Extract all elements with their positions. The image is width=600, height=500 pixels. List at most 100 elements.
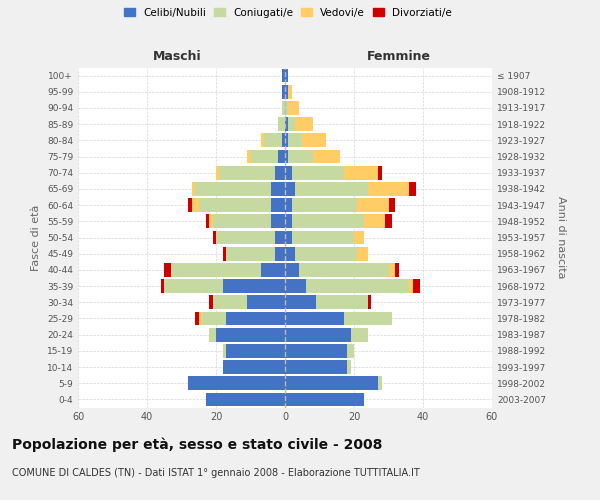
Bar (347, 344, 354, 358)
Bar (347, 360, 350, 374)
Bar (378, 166, 382, 179)
Bar (199, 198, 271, 212)
Bar (196, 312, 199, 326)
Bar (209, 296, 212, 309)
Bar (281, 101, 285, 115)
Bar (285, 279, 306, 293)
Bar (281, 134, 285, 147)
Bar (261, 263, 285, 277)
Bar (285, 230, 292, 244)
Bar (285, 360, 347, 374)
Bar (164, 279, 223, 293)
Bar (223, 344, 226, 358)
Bar (354, 230, 364, 244)
Bar (216, 230, 275, 244)
Bar (271, 182, 285, 196)
Bar (358, 247, 368, 260)
Bar (247, 296, 285, 309)
Bar (285, 392, 364, 406)
Bar (199, 312, 202, 326)
Bar (285, 68, 289, 82)
Y-axis label: Fasce di età: Fasce di età (31, 204, 41, 270)
Bar (196, 182, 271, 196)
Bar (271, 198, 285, 212)
Bar (164, 263, 171, 277)
Bar (223, 247, 226, 260)
Bar (350, 328, 368, 342)
Text: Maschi: Maschi (152, 50, 202, 62)
Bar (285, 214, 292, 228)
Bar (247, 150, 251, 164)
Bar (368, 296, 371, 309)
Bar (389, 263, 395, 277)
Bar (289, 118, 295, 131)
Bar (223, 279, 285, 293)
Bar (292, 214, 364, 228)
Bar (192, 182, 196, 196)
Bar (344, 166, 378, 179)
Bar (316, 296, 368, 309)
Bar (212, 296, 247, 309)
Bar (285, 118, 289, 131)
Bar (409, 182, 416, 196)
Bar (302, 134, 326, 147)
Bar (209, 328, 216, 342)
Bar (285, 312, 344, 326)
Bar (285, 247, 295, 260)
Bar (385, 214, 392, 228)
Bar (285, 166, 292, 179)
Bar (281, 68, 285, 82)
Bar (226, 247, 275, 260)
Bar (295, 118, 313, 131)
Bar (226, 312, 285, 326)
Bar (285, 150, 289, 164)
Bar (292, 198, 358, 212)
Bar (206, 214, 209, 228)
Y-axis label: Anni di nascita: Anni di nascita (556, 196, 566, 279)
Bar (285, 296, 316, 309)
Bar (285, 182, 295, 196)
Bar (212, 214, 271, 228)
Bar (188, 198, 192, 212)
Bar (292, 230, 354, 244)
Bar (413, 279, 419, 293)
Bar (278, 118, 285, 131)
Bar (278, 150, 285, 164)
Bar (295, 182, 368, 196)
Bar (378, 376, 382, 390)
Bar (289, 85, 292, 98)
Bar (368, 182, 409, 196)
Bar (409, 279, 413, 293)
Bar (299, 263, 389, 277)
Bar (389, 198, 395, 212)
Bar (161, 279, 164, 293)
Bar (285, 101, 289, 115)
Bar (285, 134, 289, 147)
Bar (275, 247, 285, 260)
Bar (285, 328, 350, 342)
Bar (364, 214, 385, 228)
Bar (188, 376, 285, 390)
Text: COMUNE DI CALDES (TN) - Dati ISTAT 1° gennaio 2008 - Elaborazione TUTTITALIA.IT: COMUNE DI CALDES (TN) - Dati ISTAT 1° ge… (12, 468, 420, 477)
Bar (265, 134, 281, 147)
Bar (289, 150, 313, 164)
Bar (358, 198, 389, 212)
Bar (212, 230, 216, 244)
Bar (271, 214, 285, 228)
Bar (395, 263, 399, 277)
Bar (251, 150, 278, 164)
Bar (285, 85, 289, 98)
Bar (285, 198, 292, 212)
Bar (281, 85, 285, 98)
Bar (223, 360, 285, 374)
Text: Popolazione per età, sesso e stato civile - 2008: Popolazione per età, sesso e stato civil… (12, 438, 382, 452)
Bar (295, 247, 358, 260)
Bar (226, 344, 285, 358)
Legend: Celibi/Nubili, Coniugati/e, Vedovi/e, Divorziati/e: Celibi/Nubili, Coniugati/e, Vedovi/e, Di… (124, 8, 452, 18)
Bar (289, 101, 299, 115)
Text: Femmine: Femmine (367, 50, 431, 62)
Bar (313, 150, 340, 164)
Bar (220, 166, 275, 179)
Bar (275, 230, 285, 244)
Bar (289, 134, 302, 147)
